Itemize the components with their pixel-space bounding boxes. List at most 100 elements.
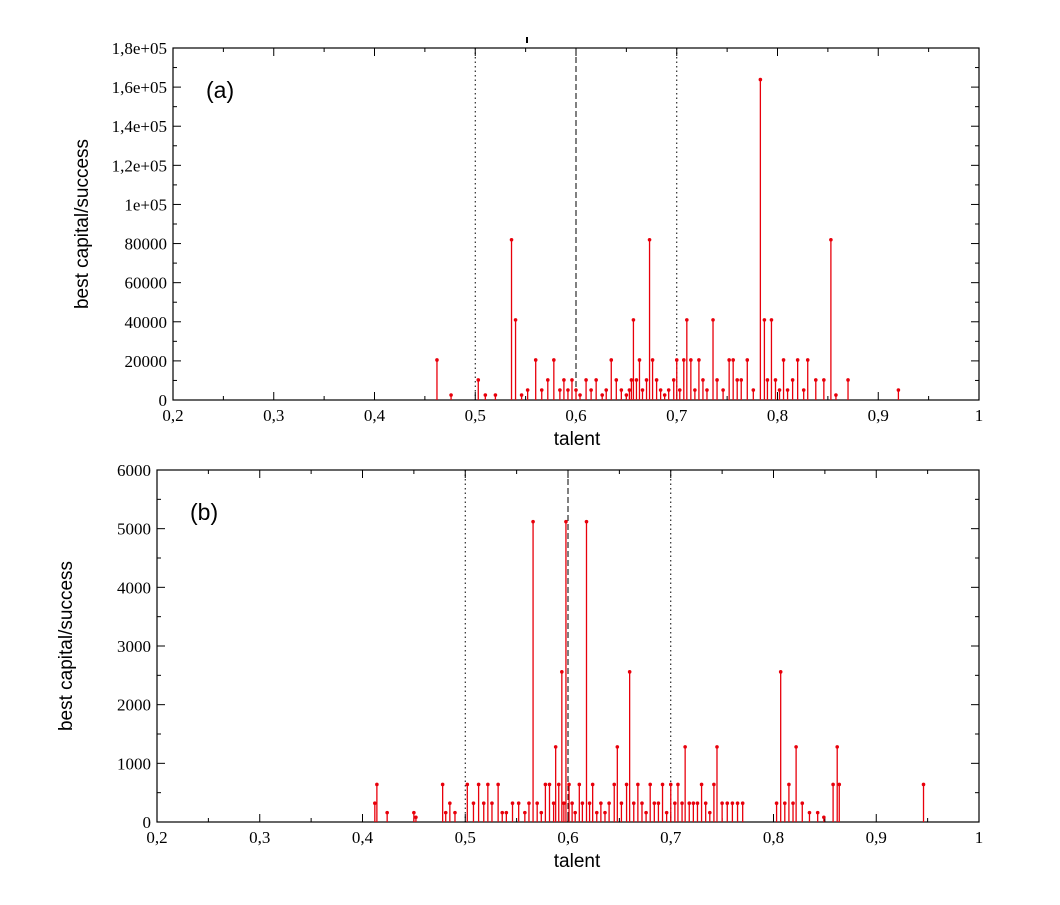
stem-marker (791, 801, 795, 806)
x-tick-label: 0,5 (455, 828, 476, 847)
y-tick-label: 1000 (117, 754, 151, 773)
data-stem (564, 519, 568, 822)
data-stem (715, 378, 719, 400)
data-stem (727, 358, 731, 400)
stem-marker (777, 388, 782, 392)
data-stem (552, 358, 556, 400)
stem-marker (535, 801, 539, 806)
stem-marker (731, 358, 735, 362)
stem-marker (443, 810, 448, 815)
data-stem (607, 801, 611, 822)
stem-marker (652, 801, 657, 806)
stem-marker (594, 810, 599, 815)
stem-marker (375, 782, 379, 787)
x-axis-title: talent (554, 429, 601, 450)
y-axis-title: best capital/success (56, 561, 77, 731)
stem-marker (509, 238, 514, 242)
data-stem (712, 782, 716, 822)
y-tick-label: 0 (159, 391, 168, 410)
stem-marker (805, 358, 810, 362)
data-stem (740, 801, 745, 822)
stem-marker (584, 378, 588, 382)
stem-marker (674, 358, 679, 362)
data-stem (490, 801, 494, 822)
data-stem (783, 801, 787, 822)
stem-marker (558, 388, 562, 392)
data-stem (594, 378, 598, 400)
data-stem (448, 801, 452, 822)
data-stem (800, 801, 805, 822)
data-stem (790, 378, 795, 400)
data-stem (587, 801, 592, 822)
data-stem (493, 393, 498, 400)
stem-marker (465, 782, 470, 787)
x-tick-label: 0,2 (146, 828, 167, 847)
data-stem (685, 318, 689, 400)
y-tick-label: 1,8e+05 (112, 39, 167, 58)
stem-marker (640, 801, 644, 806)
stem-marker (574, 388, 578, 392)
stem-marker (790, 378, 795, 382)
data-stem (603, 810, 607, 822)
data-stem (543, 782, 548, 822)
data-stem (921, 782, 926, 822)
data-stem (481, 801, 486, 822)
stem-marker (689, 358, 693, 362)
data-stem (486, 782, 490, 822)
data-stem (656, 801, 661, 822)
stem-marker (650, 358, 655, 362)
data-stem (701, 378, 705, 400)
data-stem (600, 393, 604, 400)
stem-marker (769, 318, 774, 322)
stem-marker (545, 378, 550, 382)
data-stem (822, 815, 826, 822)
data-stem (815, 810, 820, 822)
data-stem (504, 810, 509, 822)
stem-marker (711, 318, 715, 322)
x-tick-label: 0,7 (666, 406, 688, 425)
data-stem (580, 801, 585, 822)
stem-marker (705, 388, 709, 392)
x-tick-label: 0,2 (162, 406, 183, 425)
data-stem (533, 358, 538, 400)
stem-marker (685, 318, 689, 322)
data-stem (662, 393, 667, 400)
stem-marker (735, 378, 739, 382)
x-axis-title: talent (554, 851, 601, 872)
stem-marker (589, 388, 593, 392)
data-stem (791, 801, 795, 822)
stem-marker (587, 801, 592, 806)
stem-marker (831, 782, 835, 787)
stem-marker (707, 810, 712, 815)
data-stem (777, 388, 782, 400)
data-stem (834, 393, 838, 400)
data-stem (562, 801, 566, 822)
stem-marker (740, 801, 745, 806)
stem-marker (783, 801, 787, 806)
data-stem (624, 393, 629, 400)
stem-marker (666, 388, 671, 392)
data-stem (730, 801, 735, 822)
data-stem (801, 388, 806, 400)
data-stem (674, 358, 679, 400)
stem-marker (671, 378, 676, 382)
stem-marker (745, 358, 750, 362)
panel-label: (a) (206, 77, 234, 103)
stem-marker (476, 782, 481, 787)
stem-marker (486, 782, 490, 787)
data-stem (731, 358, 735, 400)
chart-panel-b: 0,2 0,3 0,4 0,5 0,6 0,7 0,8 0,9 1 0 1000 2000 3000 40… (56, 461, 983, 872)
stem-marker (527, 801, 531, 806)
stem-marker (778, 670, 783, 674)
data-stem (703, 801, 708, 822)
y-tick-label: 1e+05 (124, 195, 167, 214)
stem-marker (673, 801, 677, 806)
stem-marker (695, 801, 700, 806)
x-tick-label: 0,9 (868, 406, 889, 425)
stem-marker (727, 358, 731, 362)
data-stem (435, 358, 439, 400)
stem-marker (781, 358, 786, 362)
data-stem (584, 519, 589, 822)
stem-marker (500, 810, 505, 815)
stem-marker (594, 378, 598, 382)
